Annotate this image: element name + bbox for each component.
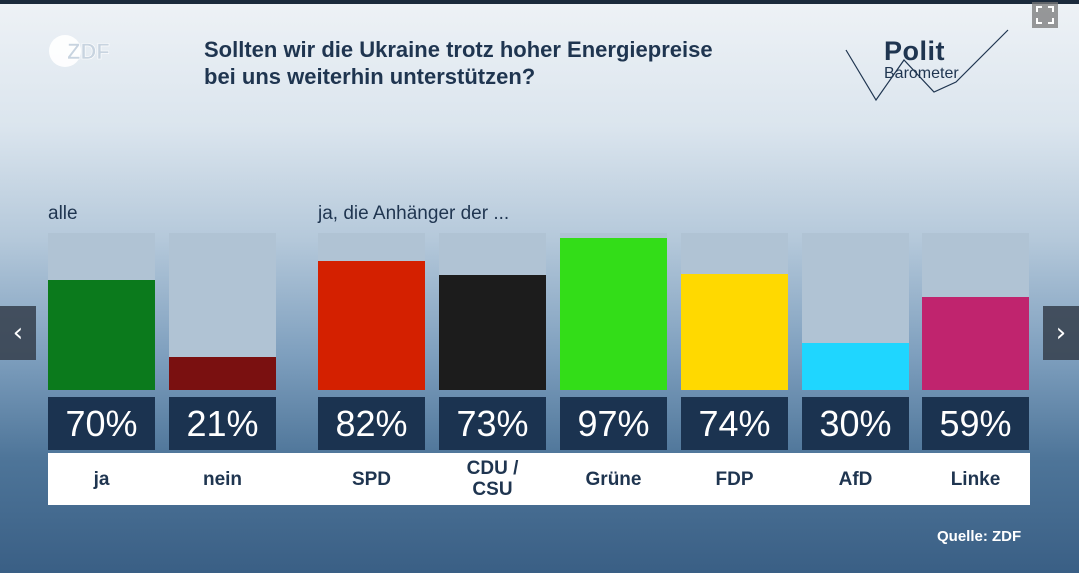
category-label: FDP xyxy=(715,468,754,490)
next-slide-button[interactable]: › xyxy=(1043,306,1079,360)
data-label: 74% xyxy=(681,397,788,450)
bar-track xyxy=(922,233,1029,390)
data-label: 21% xyxy=(169,397,276,450)
bar-track xyxy=(560,233,667,390)
data-label: 97% xyxy=(560,397,667,450)
politbarometer-logo xyxy=(845,29,1009,102)
bar-track xyxy=(802,233,909,390)
category-label: SPD xyxy=(351,468,392,490)
fullscreen-icon xyxy=(1036,6,1054,24)
bar xyxy=(48,280,155,390)
category-label: ja xyxy=(93,468,110,490)
svg-text:ZDF: ZDF xyxy=(67,39,110,64)
bar-track xyxy=(48,233,155,390)
bar xyxy=(681,274,788,390)
bar xyxy=(802,343,909,390)
data-label: 70% xyxy=(48,397,155,450)
source-note: Quelle: ZDF xyxy=(937,528,1022,545)
top-border xyxy=(0,0,1079,4)
zdf-logo: ZDF xyxy=(49,35,110,67)
group-label-parties: ja, die Anhänger der ... xyxy=(318,203,510,224)
chevron-left-icon: ‹ xyxy=(12,318,24,348)
bar xyxy=(318,261,425,390)
category-label: AfD xyxy=(838,468,873,490)
title-line-1: Sollten wir die Ukraine trotz hoher Ener… xyxy=(204,37,713,62)
category-label-strip xyxy=(48,453,1030,505)
fullscreen-button[interactable] xyxy=(1032,2,1058,28)
category-label: Grüne xyxy=(585,468,642,490)
title-line-2: bei uns weiterhin unterstützen? xyxy=(204,64,536,89)
group-label-all: alle xyxy=(48,203,78,224)
data-label: 82% xyxy=(318,397,425,450)
bar xyxy=(169,357,276,390)
bar-track xyxy=(681,233,788,390)
data-label: 59% xyxy=(922,397,1029,450)
chart-title: Sollten wir die Ukraine trotz hoher Ener… xyxy=(204,36,824,90)
bar xyxy=(439,275,546,390)
bar-track xyxy=(169,233,276,390)
bar xyxy=(560,238,667,390)
data-label: 73% xyxy=(439,397,546,450)
brand-barometer: Barometer xyxy=(884,65,959,82)
category-label: nein xyxy=(202,468,243,490)
bar-track xyxy=(439,233,546,390)
brand-polit: Polit xyxy=(884,36,945,66)
category-label: Linke xyxy=(950,468,1001,490)
data-label: 30% xyxy=(802,397,909,450)
chevron-right-icon: › xyxy=(1055,318,1067,348)
bar-track xyxy=(318,233,425,390)
prev-slide-button[interactable]: ‹ xyxy=(0,306,36,360)
category-label: CDU / CSU xyxy=(466,458,519,500)
bar xyxy=(922,297,1029,390)
